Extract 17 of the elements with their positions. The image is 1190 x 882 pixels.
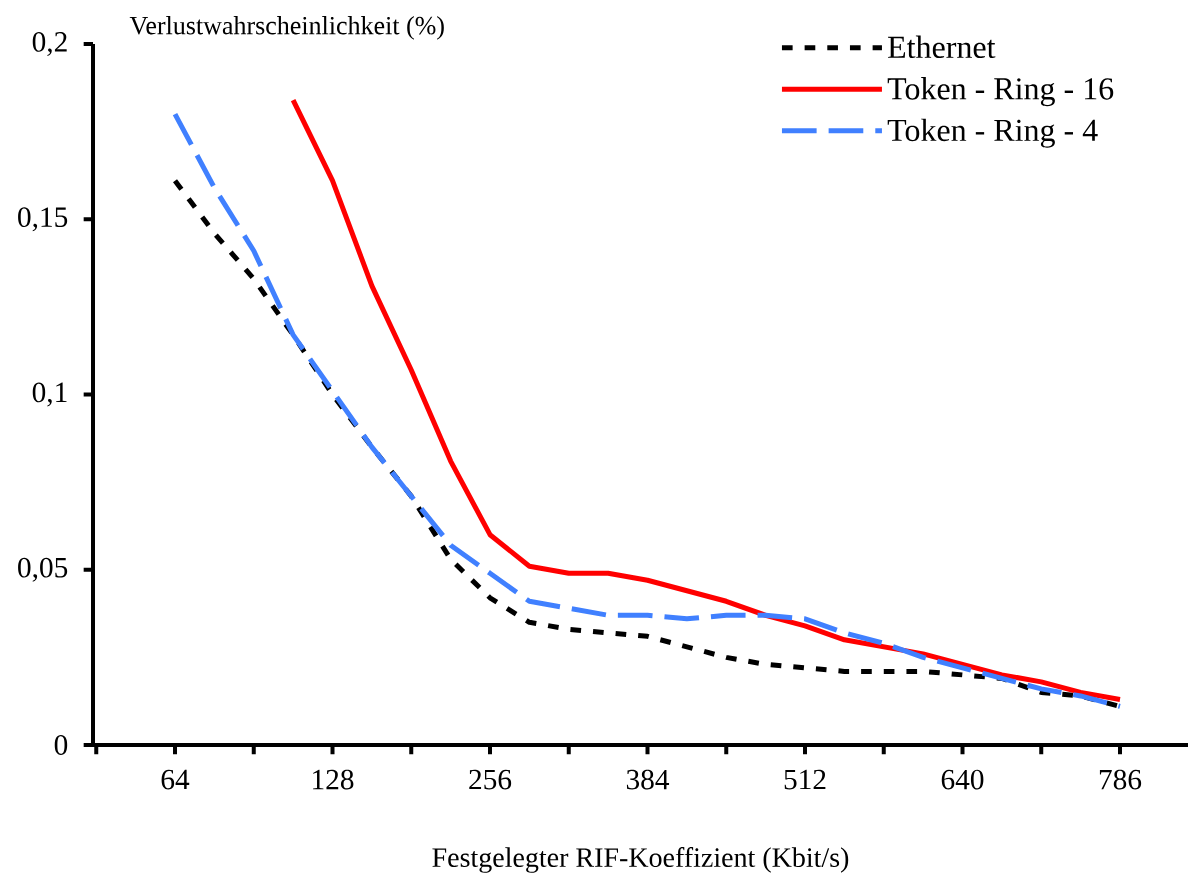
x-tick-label: 256 — [469, 769, 512, 790]
x-tick-label: 64 — [161, 769, 190, 790]
legend-label: Ethernet — [888, 35, 996, 59]
x-tick-label: 512 — [784, 769, 826, 790]
y-tick-label: 0,2 — [32, 31, 67, 57]
x-axis-title: Festgelegter RIF-Koeffizient (Kbit/s) — [432, 847, 849, 873]
y-tick-label: 0,15 — [18, 207, 68, 232]
y-tick-label: 0 — [54, 735, 68, 755]
y-axis-title: Verlustwahrscheinlichkeit (%) — [129, 16, 444, 40]
x-tick-label: 640 — [941, 769, 984, 790]
x-tick-label: 786 — [1099, 769, 1142, 790]
y-tick-label: 0,05 — [18, 557, 68, 582]
x-tick-label: 128 — [313, 769, 354, 790]
legend-label: Token - Ring - 16 — [887, 77, 1114, 107]
legend-label: Token - Ring - 4 — [887, 118, 1098, 148]
y-tick-label: 0,1 — [32, 382, 67, 407]
x-tick-label: 384 — [626, 769, 670, 790]
